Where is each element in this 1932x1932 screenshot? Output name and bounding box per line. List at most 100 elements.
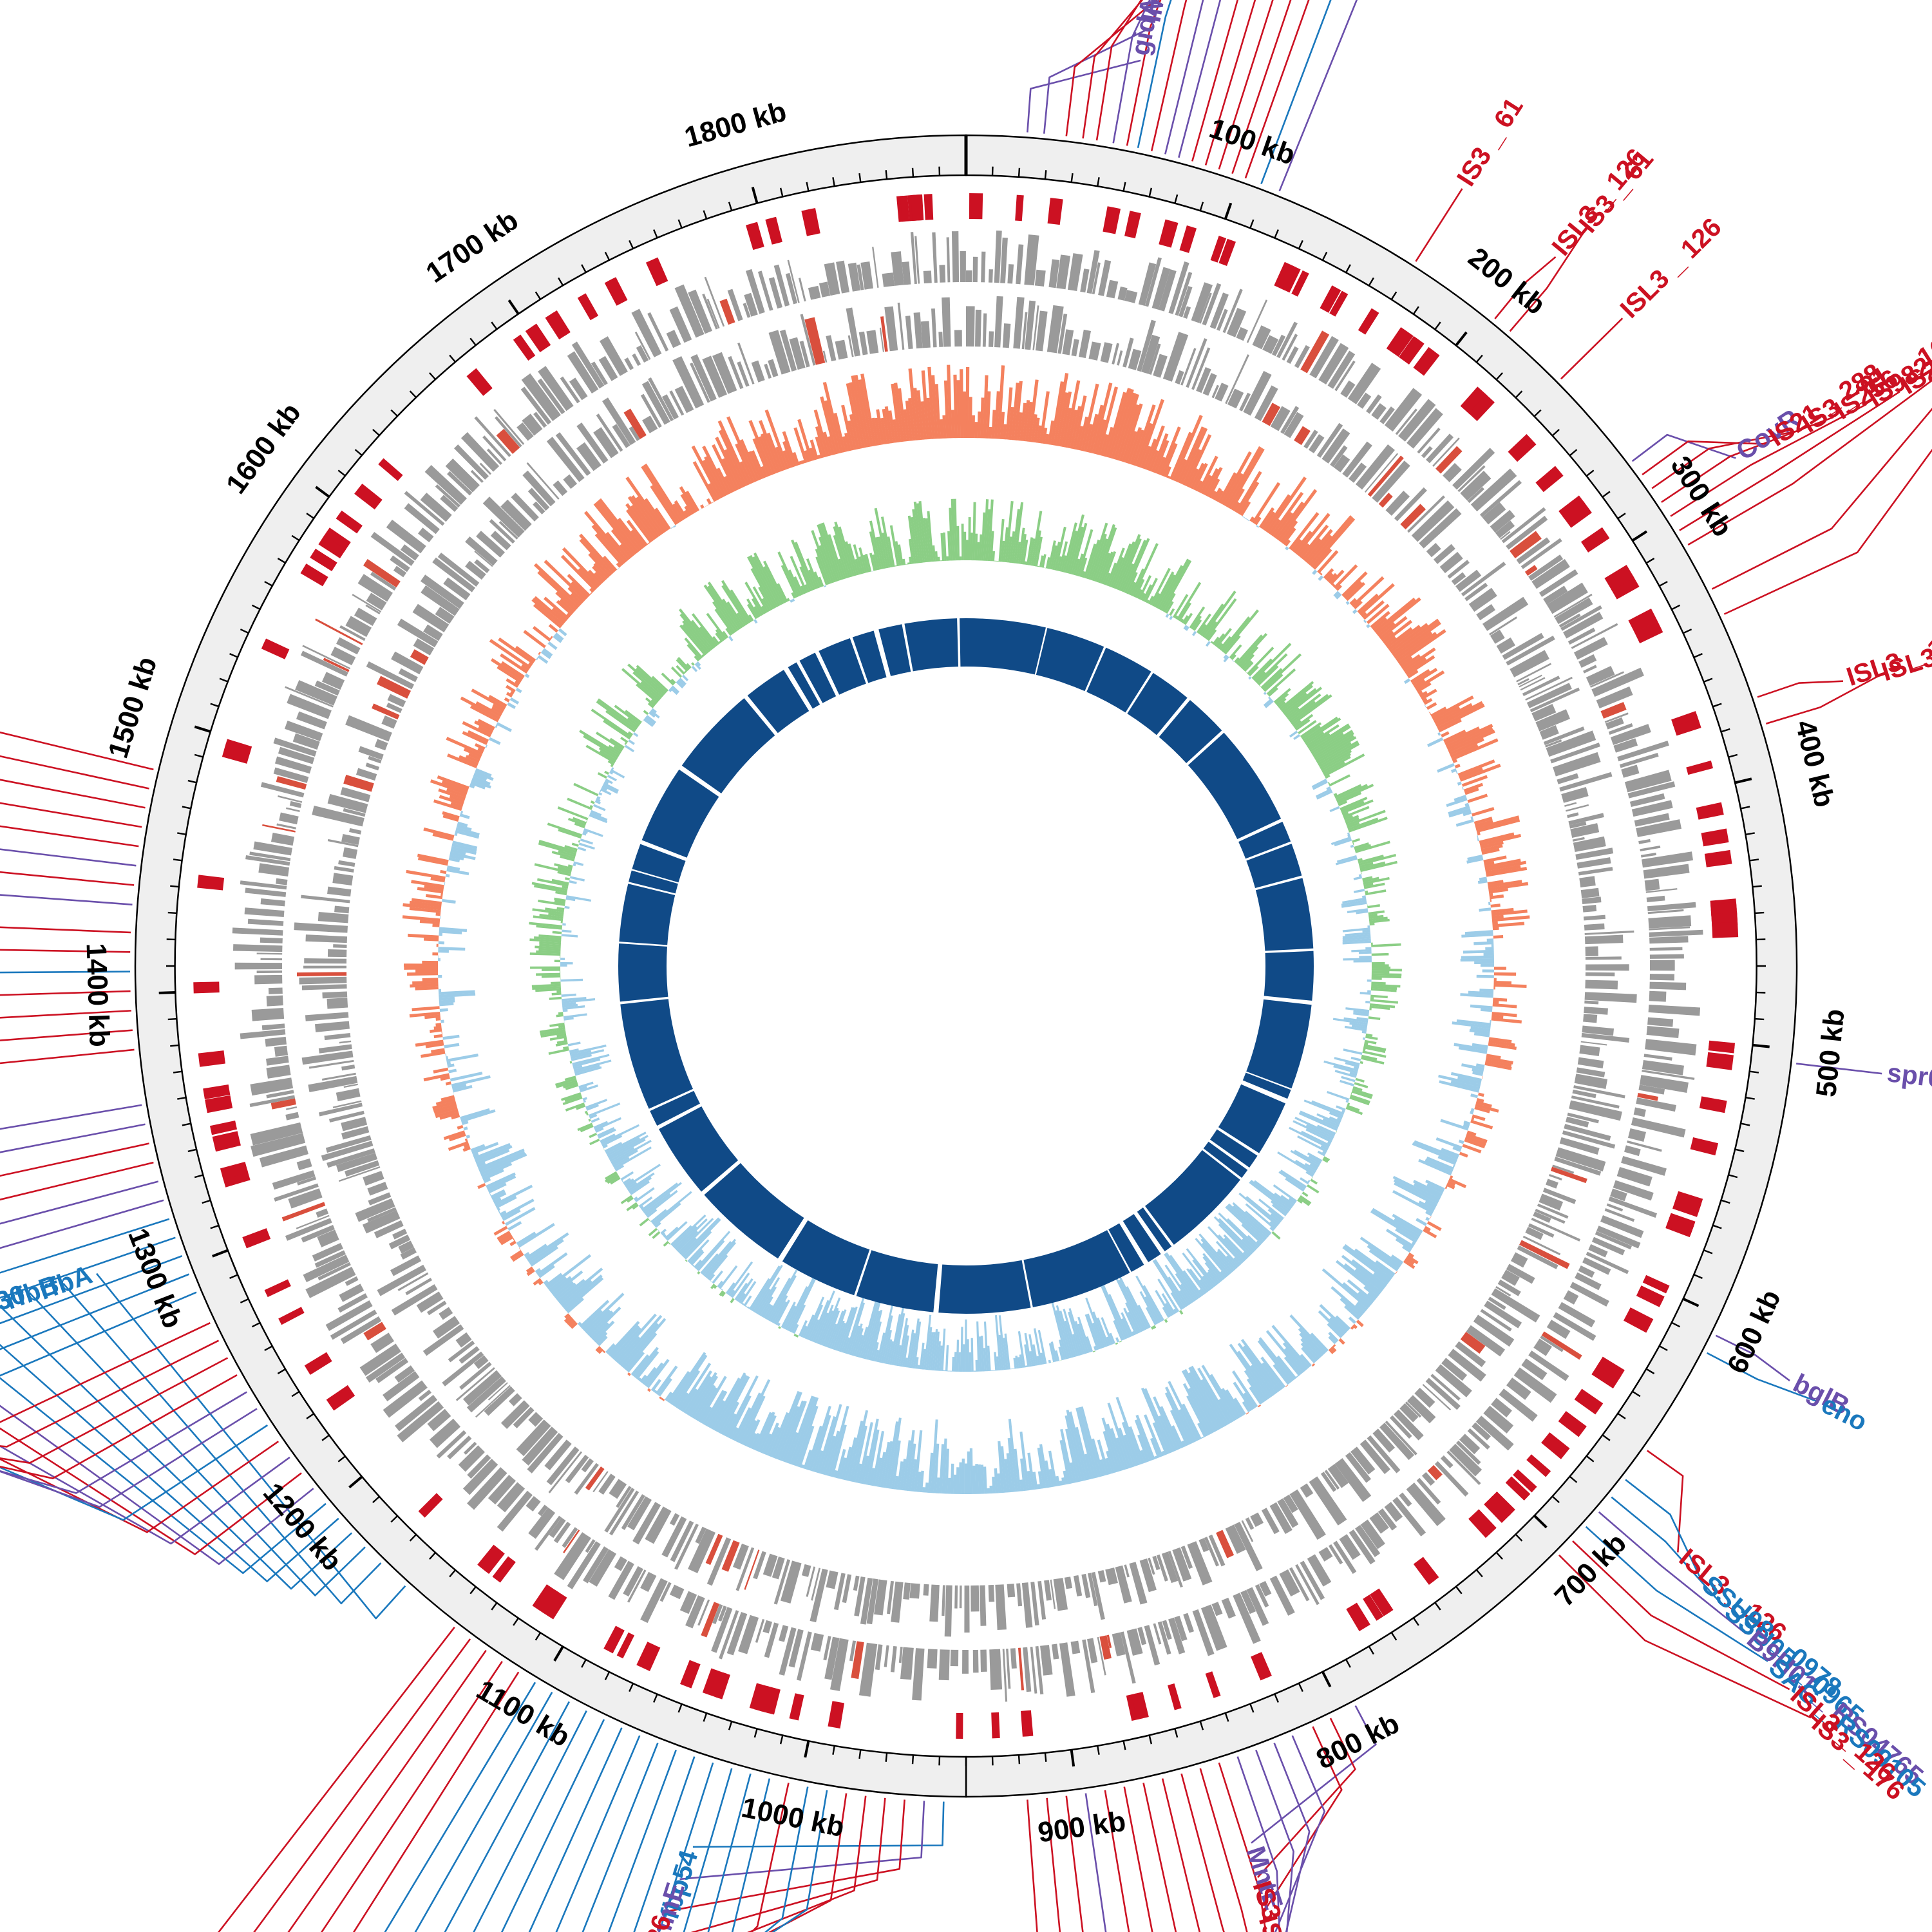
gc-content-bar — [538, 842, 576, 855]
cds-block-forward — [966, 270, 972, 283]
gc-content-bar — [860, 1299, 878, 1358]
cds-block-reverse — [522, 470, 556, 507]
gc-skew-bar — [412, 1006, 440, 1012]
gc-content-bar — [673, 1226, 697, 1249]
gc-content-bar — [1286, 707, 1300, 719]
gc-content-bar — [872, 554, 878, 571]
gc-skew-bar — [860, 374, 876, 446]
gc-skew-bar — [527, 1232, 569, 1262]
gc-skew-bar — [1361, 612, 1367, 618]
gc-content-bar — [1104, 573, 1111, 585]
cds-block-reverse — [1057, 314, 1068, 354]
gc-skew-bar — [1056, 392, 1068, 446]
gc-content-bar — [713, 1285, 717, 1289]
gc-skew-bar — [536, 1252, 568, 1276]
gc-skew-bar — [1070, 406, 1082, 449]
cds-block-forward — [317, 1229, 339, 1247]
core-genome-segment — [659, 1106, 739, 1192]
cds-block-forward — [1399, 1492, 1412, 1507]
gc-content-bar — [1293, 719, 1302, 728]
cds-block-forward — [1546, 1320, 1571, 1340]
gc-skew-bar — [526, 1266, 534, 1273]
cds-block-reverse — [474, 551, 493, 567]
gc-skew-bar — [1083, 424, 1094, 452]
cds-block-forward — [1647, 902, 1696, 912]
cds-block-forward — [762, 1620, 773, 1634]
gc-skew-bar — [735, 1392, 762, 1443]
gc-skew-bar — [546, 1254, 592, 1290]
cds-block-forward — [1282, 334, 1298, 361]
is-element-mark — [492, 1556, 516, 1583]
cds-block-forward — [1648, 915, 1692, 929]
cds-block-reverse — [674, 1523, 699, 1570]
is-element-mark — [203, 1084, 231, 1099]
cds-block-forward — [1018, 1647, 1025, 1690]
gc-content-bar — [1360, 860, 1397, 873]
gc-skew-bar — [433, 1067, 449, 1074]
gc-skew-bar — [1464, 930, 1493, 935]
cds-block-forward — [265, 1036, 287, 1047]
cds-block-forward — [1600, 1215, 1644, 1238]
gc-skew-bar — [1345, 582, 1365, 601]
gc-skew-bar — [583, 1293, 625, 1332]
gc-content-bar — [560, 978, 583, 982]
scale-tick-major — [315, 486, 330, 498]
gc-skew-bar — [592, 565, 607, 582]
gc-content-bar — [1215, 628, 1232, 648]
gc-content-bar — [910, 516, 919, 564]
gc-content-bar — [580, 838, 593, 845]
gc-skew-bar — [470, 1144, 486, 1152]
gc-skew-bar — [439, 1111, 460, 1120]
gc-content-bar — [1242, 1251, 1249, 1258]
cds-block-forward — [1007, 264, 1014, 284]
cds-block-forward — [260, 958, 283, 961]
gc-content-bar — [769, 1274, 797, 1322]
gc-skew-bar — [1435, 1137, 1463, 1150]
cds-block-forward — [281, 1202, 326, 1222]
gc-content-bar — [715, 632, 724, 643]
gc-content-bar — [1316, 790, 1333, 800]
cds-block-reverse — [1580, 887, 1600, 898]
gc-content-bar — [620, 1171, 634, 1181]
cds-block-forward — [1309, 336, 1339, 379]
cds-block-reverse — [1584, 1007, 1608, 1015]
gc-content-bar — [1083, 544, 1097, 579]
is-element-mark — [616, 1632, 635, 1659]
cds-block-forward — [1082, 1639, 1095, 1694]
gc-skew-bar — [1354, 1248, 1394, 1278]
gc-content-bar — [1364, 1039, 1377, 1045]
cds-block-forward — [1475, 1416, 1514, 1451]
scale-tick-minor — [170, 885, 180, 888]
gc-content-bar — [725, 1282, 735, 1294]
gc-content-bar — [914, 1357, 919, 1369]
gc-skew-bar — [972, 1465, 976, 1494]
gc-content-bar — [1226, 1218, 1259, 1249]
gc-skew-bar — [641, 465, 681, 524]
gc-content-bar — [596, 732, 624, 751]
gc-skew-bar — [697, 1376, 727, 1423]
scale-tick-major — [804, 1740, 810, 1758]
gc-skew-bar — [1077, 1406, 1099, 1478]
cds-block-forward — [1406, 1482, 1446, 1526]
gc-skew-bar — [1394, 1218, 1422, 1236]
gc-skew-bar — [1179, 1409, 1197, 1443]
scale-tick-minor — [1345, 1659, 1351, 1668]
gc-content-bar — [606, 1137, 640, 1157]
gc-skew-bar — [715, 437, 743, 489]
cds-block-reverse — [508, 1393, 522, 1406]
cds-block-reverse — [482, 497, 525, 538]
gc-content-bar — [1358, 874, 1362, 877]
gc-skew-bar — [1251, 482, 1281, 524]
cds-block-forward — [1528, 554, 1564, 581]
cds-block-forward — [779, 1625, 789, 1642]
gc-skew-bar — [1438, 1074, 1481, 1088]
gc-content-bar — [1060, 555, 1067, 573]
gc-content-bar — [1136, 589, 1142, 599]
gc-skew-bar — [1379, 616, 1408, 639]
cds-block-reverse — [1535, 1209, 1566, 1224]
gc-content-bar — [640, 681, 661, 700]
cds-block-reverse — [327, 886, 352, 897]
gc-content-bar — [818, 576, 824, 587]
cds-block-reverse — [1261, 1508, 1280, 1535]
scale-tick-minor — [1097, 177, 1100, 187]
